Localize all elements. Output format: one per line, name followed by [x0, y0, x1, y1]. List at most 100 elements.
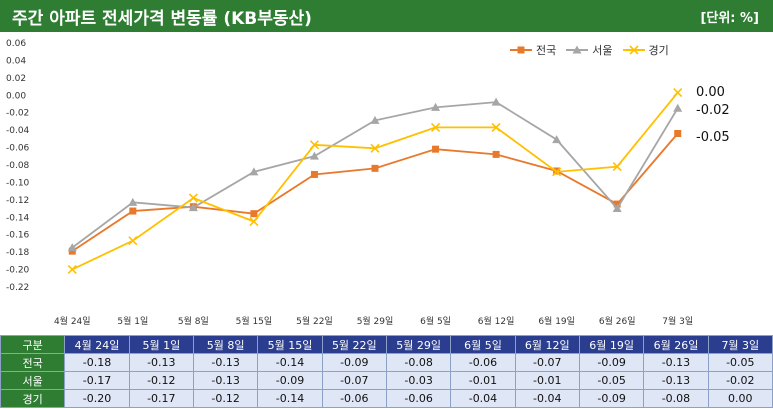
- x-tick-label: 6월 19일: [538, 315, 575, 327]
- x-tick-label: 5월 1일: [117, 315, 148, 327]
- y-tick-label: -0.18: [6, 248, 30, 258]
- table-cell: -0.08: [385, 353, 452, 372]
- point-marker: [188, 193, 198, 203]
- title-banner: 주간 아파트 전세가격 변동률 (KB부동산) [단위: %]: [0, 0, 773, 32]
- x-tick-label: 5월 15일: [236, 315, 273, 327]
- unit-label: [단위: %]: [700, 11, 759, 26]
- legend-swatch: [622, 44, 645, 58]
- legend-swatch: [566, 45, 589, 58]
- point-marker: [492, 150, 500, 158]
- point-marker: [673, 87, 683, 98]
- table-cell: -0.17: [128, 389, 194, 408]
- table-column-header: 6월 12일: [514, 335, 580, 354]
- y-tick-label: -0.08: [6, 161, 30, 171]
- y-tick-label: -0.22: [6, 283, 29, 293]
- point-marker: [371, 164, 379, 172]
- point-marker: [250, 210, 258, 218]
- legend-swatch: [510, 45, 532, 58]
- point-marker: [552, 135, 562, 144]
- y-tick-label: 0.02: [6, 74, 26, 84]
- table-cell: -0.09: [321, 353, 387, 372]
- table-cell: -0.13: [192, 371, 259, 390]
- point-marker: [67, 243, 77, 252]
- y-tick-label: -0.14: [6, 213, 30, 223]
- table-cell: -0.09: [257, 371, 323, 390]
- end-value-label: -0.05: [696, 130, 730, 145]
- table-column-header: 5월 1일: [128, 335, 194, 354]
- y-tick-label: -0.20: [6, 266, 30, 276]
- table-row: 경기 -0.20 -0.17 -0.12 -0.14 -0.06 -0.06 -0.04 -0.…: [0, 389, 773, 408]
- table-cell: -0.17: [64, 371, 130, 390]
- y-tick-label: -0.10: [6, 178, 30, 188]
- point-marker: [249, 167, 259, 176]
- point-marker: [249, 216, 259, 227]
- table-header-row: 구분 4월 24일 5월 1일 5월 8일 5월 15일 5월 22일 5월 29일 6월 …: [0, 335, 773, 354]
- table-cell: -0.04: [514, 389, 580, 408]
- y-tick-label: -0.06: [6, 144, 30, 154]
- point-marker: [310, 170, 318, 178]
- table-row: 전국 -0.18 -0.13 -0.13 -0.14 -0.09 -0.08 -0.06 -0.…: [0, 353, 773, 372]
- y-tick-label: -0.04: [6, 126, 30, 136]
- end-value-label: 0.00: [696, 85, 725, 100]
- y-tick-label: -0.16: [6, 231, 30, 241]
- point-marker: [128, 236, 138, 246]
- point-marker: [370, 143, 380, 153]
- table-cell: -0.09: [578, 389, 645, 408]
- table-cell: -0.12: [128, 371, 194, 390]
- x-tick-label: 4월 24일: [54, 315, 91, 327]
- table-corner: 구분: [0, 335, 66, 354]
- point-marker: [491, 122, 501, 132]
- table-cell: -0.01: [514, 371, 580, 390]
- table-column-header: 6월 19일: [578, 335, 645, 354]
- legend-label: 전국: [536, 44, 557, 57]
- table-column-header: 5월 29일: [385, 335, 452, 354]
- y-tick-label: 0.04: [6, 56, 26, 66]
- table-cell: -0.13: [192, 353, 259, 372]
- y-tick-label: 0.00: [6, 91, 26, 101]
- table-cell: -0.07: [321, 371, 387, 390]
- table-column-header: 7월 3일: [707, 335, 773, 354]
- series-line-전국: [71, 132, 679, 252]
- table-column-header: 5월 8일: [192, 335, 259, 354]
- x-tick-label: 6월 5일: [420, 315, 451, 327]
- row-label: 서울: [0, 371, 66, 390]
- x-tick-label: 5월 29일: [357, 315, 394, 327]
- table-cell: -0.05: [707, 353, 773, 372]
- point-marker: [129, 207, 137, 215]
- x-tick-label: 6월 26일: [599, 315, 636, 327]
- legend-item-전국: 전국: [510, 42, 556, 58]
- data-table: 구분 4월 24일 5월 1일 5월 8일 5월 15일 5월 22일 5월 29일 6월 …: [0, 335, 773, 408]
- table-cell: -0.07: [514, 353, 580, 372]
- table-column-header: 6월 26일: [643, 335, 709, 354]
- point-marker: [674, 130, 682, 137]
- table-cell: -0.09: [578, 353, 645, 372]
- point-marker: [128, 197, 138, 206]
- x-tick-label: 5월 22일: [296, 315, 333, 327]
- table-cell: -0.13: [643, 371, 709, 390]
- table-column-header: 5월 22일: [321, 335, 387, 354]
- x-tick-label: 5월 8일: [178, 315, 209, 327]
- legend-label: 서울: [592, 44, 613, 57]
- table-cell: -0.13: [643, 353, 709, 372]
- table-cell: -0.08: [643, 389, 709, 408]
- table-cell: 0.00: [707, 389, 773, 408]
- table-row: 서울 -0.17 -0.12 -0.13 -0.09 -0.07 -0.03 -0.01 -0.…: [0, 371, 773, 390]
- table-cell: -0.12: [192, 389, 259, 408]
- table-cell: -0.06: [321, 389, 387, 408]
- point-marker: [370, 115, 380, 124]
- chart-legend: 전국 서울 경기: [510, 42, 679, 58]
- point-marker: [552, 167, 562, 177]
- series-line-서울: [71, 101, 679, 249]
- end-value-label: -0.02: [696, 103, 730, 118]
- row-label: 전국: [0, 353, 66, 372]
- table-column-header: 4월 24일: [64, 335, 130, 354]
- point-marker: [309, 151, 319, 160]
- point-marker: [430, 122, 441, 132]
- point-marker: [309, 140, 320, 150]
- table-cell: -0.18: [64, 353, 130, 372]
- table-cell: -0.06: [450, 353, 516, 372]
- legend-label: 경기: [648, 44, 669, 57]
- table-cell: -0.03: [385, 371, 452, 390]
- y-tick-label: -0.02: [6, 109, 29, 119]
- point-marker: [67, 264, 77, 275]
